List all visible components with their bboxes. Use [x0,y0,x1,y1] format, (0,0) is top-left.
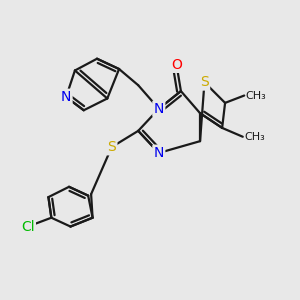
Text: CH₃: CH₃ [244,132,265,142]
Text: N: N [61,90,71,104]
Text: Cl: Cl [21,220,34,234]
Text: O: O [171,58,182,72]
Text: N: N [154,102,164,116]
Text: S: S [107,140,116,154]
Text: S: S [200,75,209,89]
Text: N: N [154,146,164,160]
Text: CH₃: CH₃ [246,91,266,100]
